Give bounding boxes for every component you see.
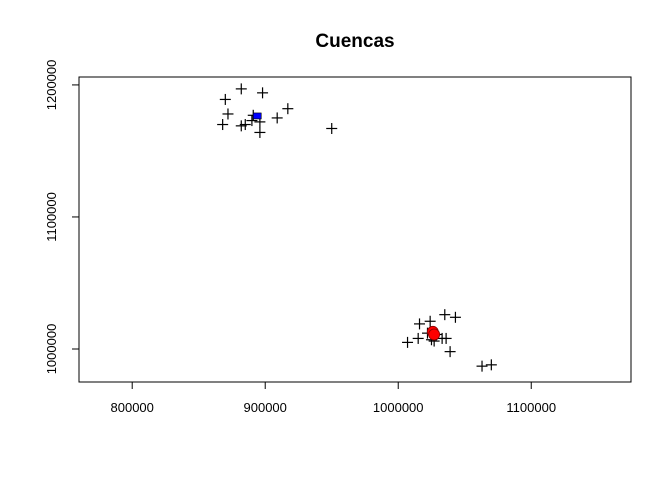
chart-title: Cuencas xyxy=(315,31,394,52)
plus-point xyxy=(440,332,452,344)
x-tick-label: 1000000 xyxy=(373,400,424,415)
plus-point xyxy=(282,103,294,115)
y-axis: 1000000 1100000 1200000 xyxy=(44,60,80,375)
plus-point xyxy=(217,119,229,131)
plus-point xyxy=(412,332,424,344)
plus-point xyxy=(402,336,414,348)
plus-point xyxy=(485,359,497,371)
plus-point xyxy=(219,93,231,105)
plus-point xyxy=(439,309,451,321)
x-tick-label: 1100000 xyxy=(506,400,556,415)
x-tick-label: 900000 xyxy=(244,400,287,415)
plus-point xyxy=(235,83,247,95)
plot-frame xyxy=(78,76,632,383)
square-point xyxy=(252,112,262,120)
y-tick-label: 1000000 xyxy=(44,324,59,375)
x-axis: 800000 900000 1000000 1100000 xyxy=(111,381,556,415)
plus-point xyxy=(414,318,426,330)
y-tick-label: 1100000 xyxy=(44,192,59,242)
plus-point xyxy=(271,112,283,124)
plus-point xyxy=(326,122,338,134)
plus-point xyxy=(222,108,234,120)
x-tick-label: 800000 xyxy=(111,400,154,415)
plus-point xyxy=(444,346,456,358)
data-points xyxy=(217,83,497,372)
plus-point xyxy=(449,311,461,323)
plus-point xyxy=(254,126,266,138)
plus-point xyxy=(246,115,258,127)
plus-point xyxy=(239,119,251,131)
y-tick-label: 1200000 xyxy=(44,60,59,111)
circle-point xyxy=(428,328,441,341)
plus-point xyxy=(424,315,436,327)
plus-point xyxy=(476,360,488,372)
plus-point xyxy=(257,87,269,99)
